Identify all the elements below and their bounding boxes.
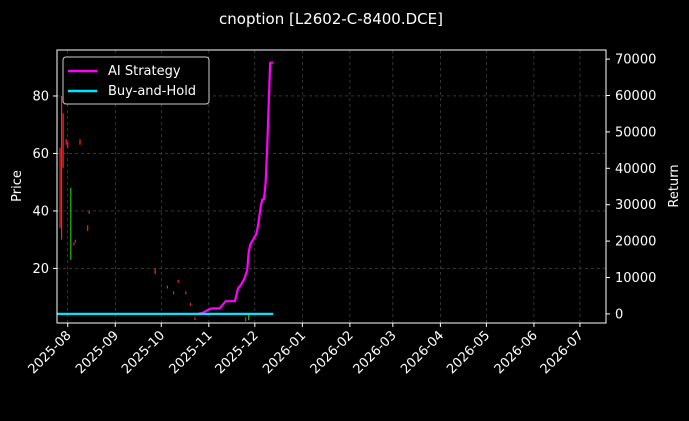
y-right-tick-label: 10000 bbox=[615, 271, 656, 286]
y-left-tick-label: 40 bbox=[32, 204, 49, 219]
series-lines bbox=[57, 61, 274, 315]
y-right-tick-label: 50000 bbox=[615, 125, 656, 140]
y-left-tick-label: 60 bbox=[32, 147, 49, 162]
candles bbox=[59, 95, 250, 322]
y-left-tick-label: 80 bbox=[32, 89, 49, 104]
y-left-tick-label: 20 bbox=[32, 262, 49, 277]
y-axis-right-label: Return bbox=[667, 164, 682, 207]
legend: AI Strategy Buy-and-Hold bbox=[62, 56, 210, 105]
y-right-tick-label: 70000 bbox=[615, 53, 656, 68]
legend-box bbox=[62, 56, 210, 105]
y-right-tick-label: 20000 bbox=[615, 235, 656, 250]
y-right-tick-label: 40000 bbox=[615, 162, 656, 177]
y-axis-left-label: Price bbox=[10, 170, 25, 202]
y-right-tick-label: 60000 bbox=[615, 89, 656, 104]
series-line-ai-strategy bbox=[197, 61, 274, 315]
y-right-tick-label: 30000 bbox=[615, 198, 656, 213]
plot-frame bbox=[56, 49, 607, 324]
legend-label-ai-strategy: AI Strategy bbox=[108, 64, 181, 79]
chart-title: cnoption [L2602-C-8400.DCE] bbox=[219, 10, 443, 28]
y-right-tick-label: 0 bbox=[615, 307, 623, 322]
legend-label-buy-and-hold: Buy-and-Hold bbox=[108, 84, 196, 99]
